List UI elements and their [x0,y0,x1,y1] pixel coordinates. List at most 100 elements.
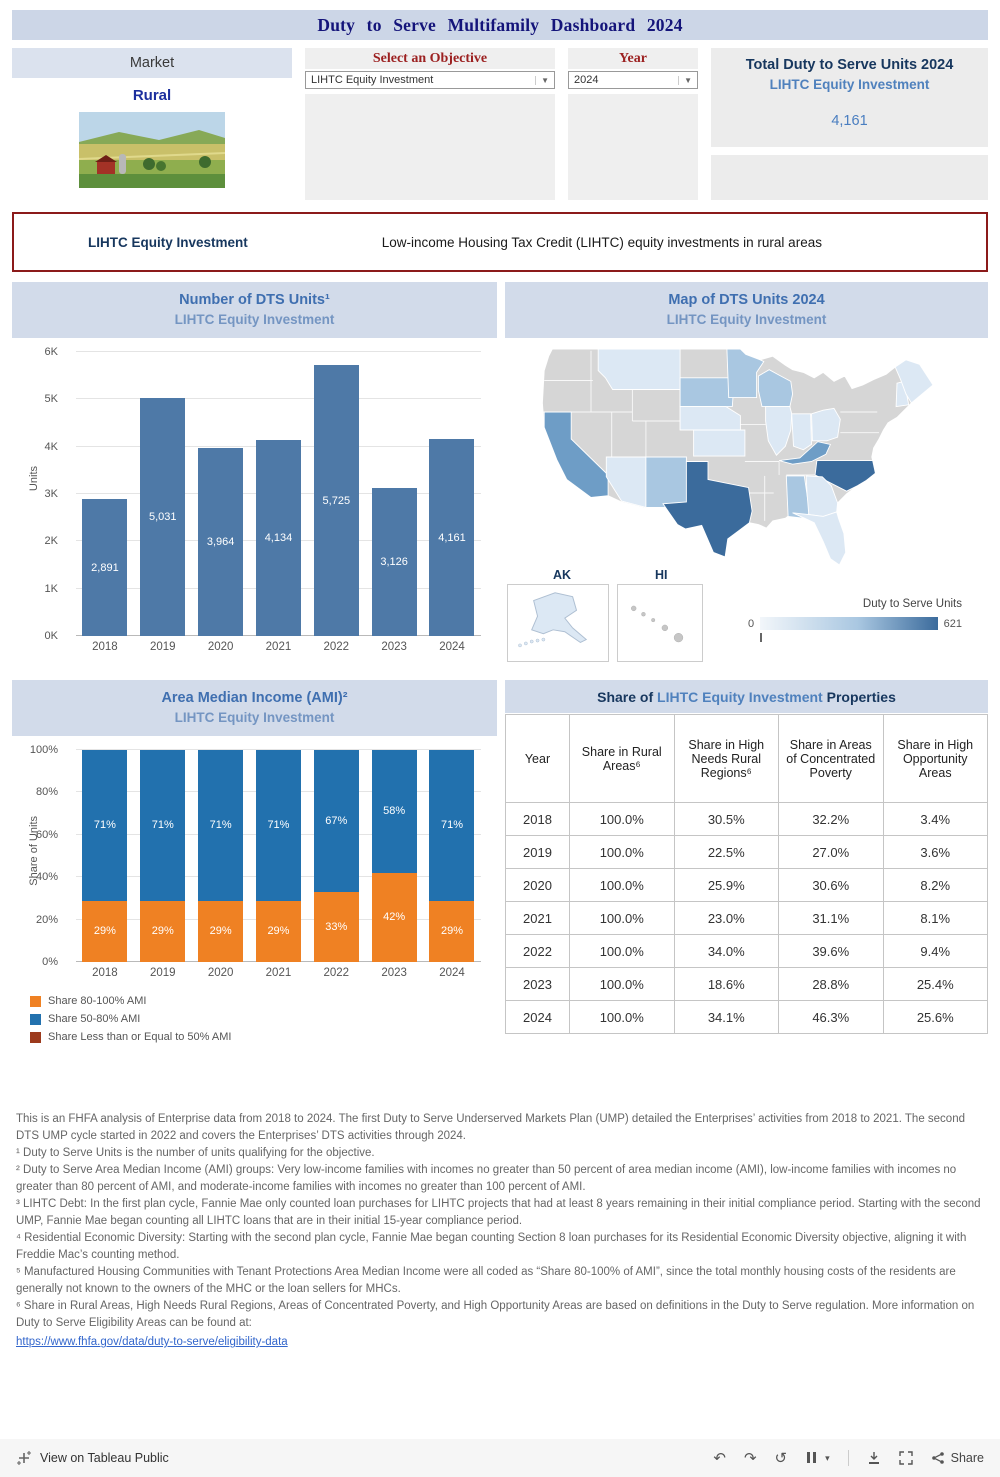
year-cell[interactable]: 2022 [505,934,570,968]
value-cell[interactable]: 100.0% [569,868,675,902]
segment-share-80-100-ami[interactable]: 42% [371,872,417,962]
stacked-bar-2024[interactable]: 29% 71% [429,750,475,962]
state-NE[interactable] [679,406,741,431]
state-MN[interactable] [726,348,765,399]
table-row[interactable]: 2020 100.0% 25.9% 30.6% 8.2% [505,868,988,902]
segment-share-80-100-ami[interactable]: 29% [82,900,128,962]
value-cell[interactable]: 46.3% [778,1000,884,1034]
year-dropdown[interactable]: 2024 ▼ [568,71,698,89]
year-cell[interactable]: 2021 [505,901,570,935]
table-row[interactable]: 2022 100.0% 34.0% 39.6% 9.4% [505,934,988,968]
eligibility-data-link[interactable]: https://www.fhfa.gov/data/duty-to-serve/… [16,1336,288,1349]
value-cell[interactable]: 25.6% [882,1000,988,1034]
year-cell[interactable]: 2020 [505,868,570,902]
table-row[interactable]: 2024 100.0% 34.1% 46.3% 25.6% [505,1000,988,1034]
alaska-inset-map[interactable] [507,584,609,662]
value-cell[interactable]: 100.0% [569,835,675,869]
state-AZ[interactable] [605,456,647,508]
year-cell[interactable]: 2019 [505,835,570,869]
legend-gradient-bar[interactable] [760,617,938,630]
hawaii-inset-map[interactable] [617,584,703,662]
table-row[interactable]: 2019 100.0% 22.5% 27.0% 3.6% [505,835,988,869]
value-cell[interactable]: 32.2% [778,802,884,836]
value-cell[interactable]: 25.4% [882,967,988,1001]
value-cell[interactable]: 34.0% [673,934,779,968]
stacked-bar-2022[interactable]: 33% 67% [313,750,359,962]
stacked-bar-2023[interactable]: 42% 58% [371,750,417,962]
segment-share-80-100-ami[interactable]: 29% [429,900,475,962]
table-row[interactable]: 2018 100.0% 30.5% 32.2% 3.4% [505,802,988,836]
bar-2021[interactable]: 4,134 [255,440,301,636]
fullscreen-icon[interactable] [898,1451,913,1465]
redo-icon[interactable]: ↷ [743,1449,757,1467]
year-cell[interactable]: 2023 [505,967,570,1001]
segment-share-50-80-ami[interactable]: 71% [82,750,128,901]
year-cell[interactable]: 2024 [505,1000,570,1034]
bar-2022[interactable]: 5,725 [313,365,359,636]
stacked-bar-2019[interactable]: 29% 71% [140,750,186,962]
chevron-down-icon[interactable]: ▾ [825,1452,830,1463]
hawaii-islands[interactable] [631,605,684,643]
bar-2023[interactable]: 3,126 [371,488,417,636]
state-IL[interactable] [765,406,793,456]
download-icon[interactable] [867,1451,881,1465]
value-cell[interactable]: 25.9% [673,868,779,902]
value-cell[interactable]: 23.0% [673,901,779,935]
state-WI[interactable] [757,369,794,408]
segment-share-50-80-ami[interactable]: 71% [255,750,301,901]
value-cell[interactable]: 3.6% [882,835,988,869]
undo-icon[interactable]: ↶ [713,1449,726,1467]
map-color-legend[interactable]: Duty to Serve Units 0 621 [748,598,962,642]
table-row[interactable]: 2021 100.0% 23.0% 31.1% 8.1% [505,901,988,935]
value-cell[interactable]: 100.0% [569,1000,675,1034]
us-choropleth-map[interactable] [519,340,969,574]
state-IN[interactable] [791,413,812,451]
state-SD[interactable] [679,377,735,408]
objective-dropdown[interactable]: LIHTC Equity Investment ▼ [305,71,555,89]
state-FL[interactable] [792,511,847,566]
value-cell[interactable]: 3.4% [882,802,988,836]
bar-2020[interactable]: 3,964 [198,448,244,636]
segment-share-50-80-ami[interactable]: 71% [198,750,244,901]
segment-share-80-100-ami[interactable]: 29% [140,900,186,962]
value-cell[interactable]: 8.1% [882,901,988,935]
segment-share-50-80-ami[interactable]: 58% [371,750,417,873]
state-MT[interactable] [597,348,681,390]
segment-share-50-80-ami[interactable]: 71% [429,750,475,901]
bar-2024[interactable]: 4,161 [429,439,475,636]
state-TX[interactable] [662,461,753,558]
segment-share-80-100-ami[interactable]: 29% [255,900,301,962]
stacked-bar-2021[interactable]: 29% 71% [255,750,301,962]
value-cell[interactable]: 100.0% [569,802,675,836]
state-AK[interactable] [531,592,588,644]
value-cell[interactable]: 100.0% [569,967,675,1001]
pause-icon[interactable] [805,1451,817,1466]
stacked-bar-2020[interactable]: 29% 71% [198,750,244,962]
state-CA[interactable] [543,411,609,498]
value-cell[interactable]: 30.5% [673,802,779,836]
stacked-bar-2018[interactable]: 29% 71% [82,750,128,962]
year-cell[interactable]: 2018 [505,802,570,836]
state-KY[interactable] [778,441,832,465]
value-cell[interactable]: 9.4% [882,934,988,968]
segment-share-50-80-ami[interactable]: 67% [313,750,359,893]
legend-item-share-less-than-or-equal-to-50-ami[interactable]: Share Less than or Equal to 50% AMI [30,1031,497,1043]
view-on-tableau-public-link[interactable]: View on Tableau Public [40,1451,169,1465]
table-row[interactable]: 2023 100.0% 18.6% 28.8% 25.4% [505,967,988,1001]
legend-item-share-80-100-ami[interactable]: Share 80-100% AMI [30,995,497,1007]
legend-range-tick[interactable] [760,633,762,642]
value-cell[interactable]: 100.0% [569,934,675,968]
state-KS[interactable] [693,429,746,457]
segment-share-80-100-ami[interactable]: 33% [313,892,359,962]
value-cell[interactable]: 100.0% [569,901,675,935]
share-button[interactable]: Share [931,1451,984,1465]
value-cell[interactable]: 28.8% [778,967,884,1001]
state-OH[interactable] [811,407,841,442]
replay-icon[interactable]: ↺ [774,1449,788,1467]
value-cell[interactable]: 30.6% [778,868,884,902]
value-cell[interactable]: 31.1% [778,901,884,935]
value-cell[interactable]: 34.1% [673,1000,779,1034]
state-NM[interactable] [645,456,687,508]
segment-share-50-80-ami[interactable]: 71% [140,750,186,901]
bar-2018[interactable]: 2,891 [82,499,128,636]
